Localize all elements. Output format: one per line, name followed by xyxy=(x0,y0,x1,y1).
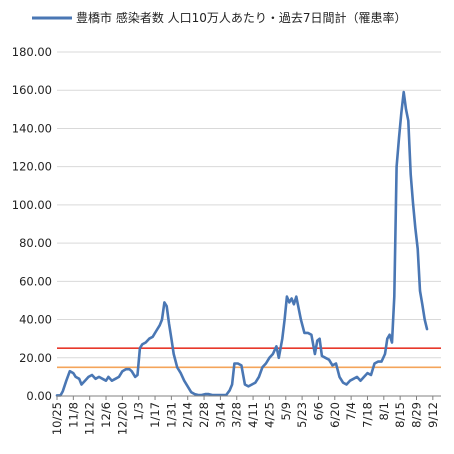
y-tick-label: 140.00 xyxy=(12,121,52,135)
y-tick-label: 180.00 xyxy=(12,45,52,59)
y-tick-label: 60.00 xyxy=(19,274,52,288)
x-tick-label: 10/25 xyxy=(50,402,64,435)
x-tick-label: 1/31 xyxy=(164,402,178,428)
x-tick-label: 12/6 xyxy=(99,402,113,428)
x-tick-label: 6/20 xyxy=(328,402,342,428)
gridlines xyxy=(57,51,441,359)
x-tick-label: 8/15 xyxy=(393,402,407,428)
x-tick-label: 11/22 xyxy=(83,402,97,435)
x-tick-label: 3/14 xyxy=(213,402,227,428)
x-axis: 10/25 11/8 11/22 12/6 12/20 1/3 1/17 1/31 2/14 2/… xyxy=(50,395,441,435)
x-tick-label: 12/20 xyxy=(115,402,129,435)
x-tick-label: 1/3 xyxy=(132,402,146,421)
y-tick-label: 100.00 xyxy=(12,198,52,212)
series-group xyxy=(55,90,429,397)
x-tick-label: 9/12 xyxy=(426,402,440,428)
y-tick-label: 20.00 xyxy=(19,351,52,365)
x-tick-label: 7/18 xyxy=(360,402,374,428)
x-tick-label: 2/28 xyxy=(197,402,211,428)
x-tick-label: 7/4 xyxy=(344,402,358,421)
x-tick-label: 11/8 xyxy=(66,402,80,428)
x-tick-label: 4/11 xyxy=(246,402,260,428)
x-tick-label: 8/29 xyxy=(409,402,423,428)
x-tick-label: 8/1 xyxy=(377,402,391,421)
y-tick-label: 80.00 xyxy=(19,236,52,250)
y-tick-label: 160.00 xyxy=(12,83,52,97)
legend-label: 豊橋市 感染者数 人口10万人あたり・過去7日間計（罹患率） xyxy=(76,10,407,25)
x-tick-label: 3/28 xyxy=(230,402,244,428)
y-tick-label: 0.00 xyxy=(26,389,52,403)
y-tick-label: 40.00 xyxy=(19,313,52,327)
x-tick-label: 6/6 xyxy=(311,402,325,421)
legend: 豊橋市 感染者数 人口10万人あたり・過去7日間計（罹患率） xyxy=(32,10,407,25)
x-tick-label: 1/17 xyxy=(148,402,162,428)
reference-lines xyxy=(57,347,441,369)
y-axis: 0.00 20.00 40.00 60.00 80.00 100.00 120.00 140.… xyxy=(12,45,52,403)
x-tick-label: 2/14 xyxy=(181,402,195,428)
x-tick-label: 4/25 xyxy=(262,402,276,428)
x-tick-label: 5/23 xyxy=(295,402,309,428)
x-tick-label: 5/9 xyxy=(279,402,293,421)
y-tick-label: 120.00 xyxy=(12,160,52,174)
series-line xyxy=(55,90,429,397)
